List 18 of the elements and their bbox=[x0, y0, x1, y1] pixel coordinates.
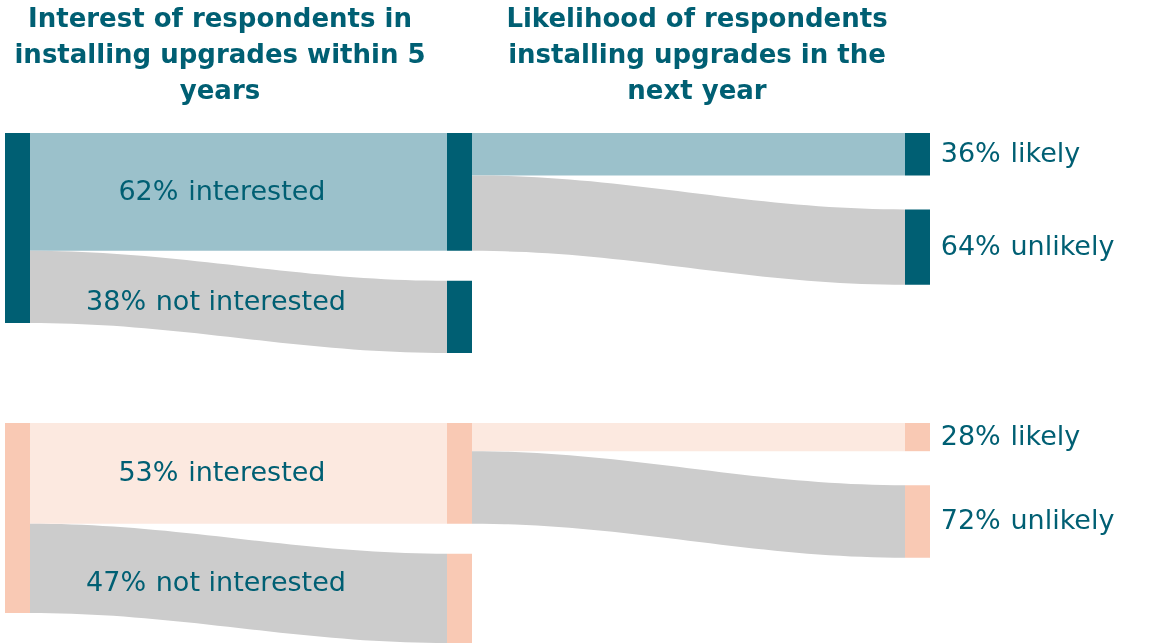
category-label: interested bbox=[188, 456, 326, 488]
category-label: likely bbox=[1010, 420, 1081, 452]
data-label: 53% bbox=[118, 456, 179, 488]
data-label: 72% bbox=[940, 504, 1001, 536]
data-label: 38% bbox=[86, 284, 147, 316]
text: Interest of respondents in installing upgrades within 5 years bbox=[14, 3, 426, 105]
category-label: not interested bbox=[155, 566, 346, 598]
data-label: 64% bbox=[940, 230, 1001, 262]
category-label: unlikely bbox=[1010, 504, 1115, 536]
data-label: 28% bbox=[940, 420, 1001, 452]
category-label: not interested bbox=[155, 284, 346, 316]
category-label: interested bbox=[188, 174, 326, 206]
data-label: 47% bbox=[86, 566, 147, 598]
data-label: 36% bbox=[940, 137, 1001, 169]
category-label: unlikely bbox=[1010, 230, 1115, 262]
text: Likelihood of respondents installing upgrades in the next year bbox=[506, 3, 888, 105]
data-label: 62% bbox=[118, 174, 179, 206]
category-label: likely bbox=[1010, 137, 1081, 169]
